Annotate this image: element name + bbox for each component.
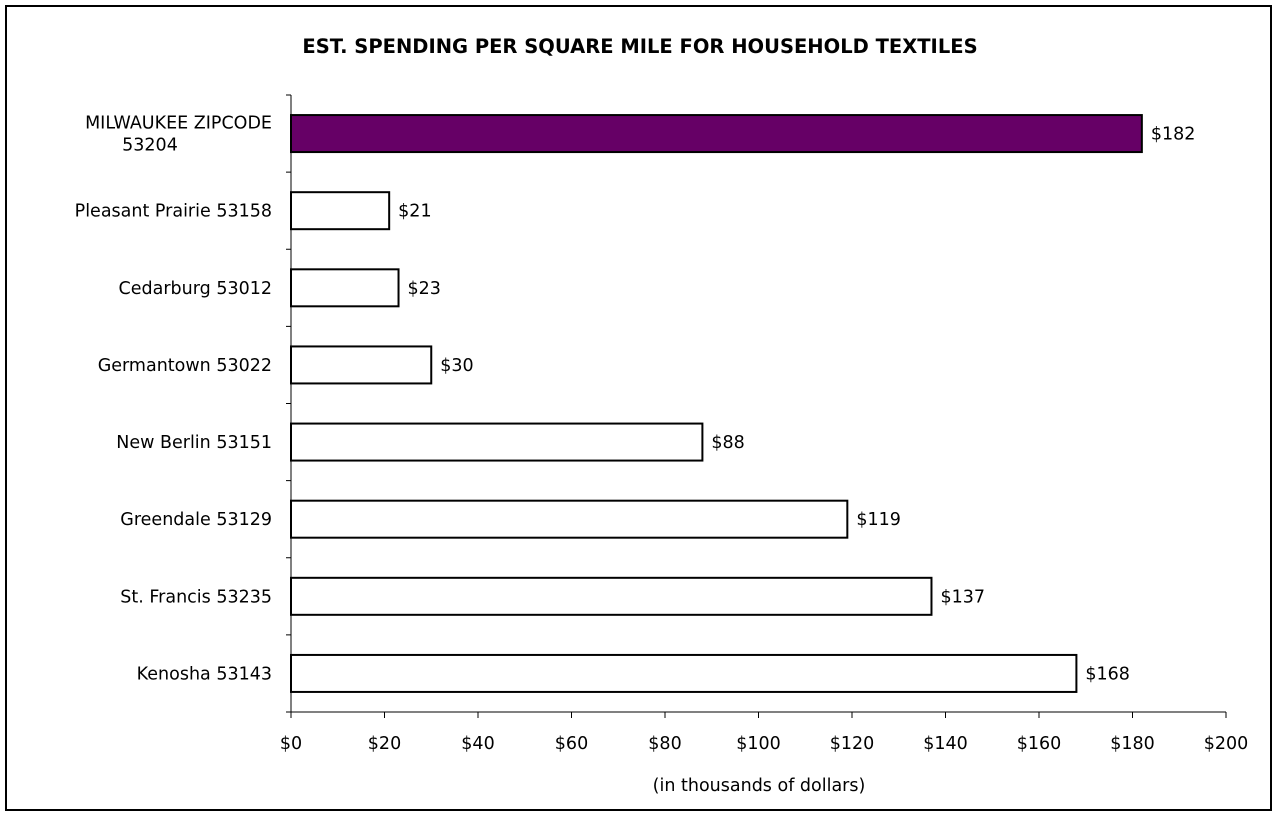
x-tick-label: $20 xyxy=(368,734,401,754)
bar xyxy=(290,268,400,308)
category-label: Greendale 53129 xyxy=(120,510,272,530)
category-label: Cedarburg 53012 xyxy=(119,279,272,299)
category-label: St. Francis 53235 xyxy=(120,587,272,607)
bar xyxy=(290,576,933,616)
x-tick-label: $180 xyxy=(1110,734,1155,754)
bars-group xyxy=(290,114,1143,693)
data-label: $23 xyxy=(408,279,441,299)
category-label: New Berlin 53151 xyxy=(116,433,272,453)
data-label: $182 xyxy=(1151,125,1196,145)
x-tick-label: $140 xyxy=(923,734,968,754)
data-label: $119 xyxy=(856,510,901,530)
category-label: MILWAUKEE ZIPCODE 53204 xyxy=(85,114,272,156)
bar xyxy=(290,114,1143,154)
x-tick-label: $100 xyxy=(736,734,781,754)
x-tick-label: $160 xyxy=(1017,734,1062,754)
x-tick-label: $80 xyxy=(648,734,681,754)
chart-title: EST. SPENDING PER SQUARE MILE FOR HOUSEH… xyxy=(302,35,977,58)
data-label: $168 xyxy=(1085,664,1130,684)
category-label: Pleasant Prairie 53158 xyxy=(75,202,272,222)
data-label: $137 xyxy=(940,587,985,607)
x-tick-label: $0 xyxy=(280,734,302,754)
bar xyxy=(290,345,433,385)
data-label: $88 xyxy=(711,433,744,453)
x-axis-title: (in thousands of dollars) xyxy=(653,776,866,796)
x-tick-labels: $0 $20 $40 $60 $80 $100 $120 $140 $160 $180 $200 xyxy=(280,734,1248,754)
y-axis xyxy=(286,94,292,713)
category-label: Germantown 53022 xyxy=(98,356,272,376)
bar xyxy=(290,499,849,539)
x-tick-label: $200 xyxy=(1204,734,1249,754)
x-tick-label: $120 xyxy=(830,734,875,754)
category-labels: MILWAUKEE ZIPCODE 53204 Pleasant Prairie 5… xyxy=(75,114,272,685)
data-label: $21 xyxy=(398,202,431,222)
bar xyxy=(290,653,1078,693)
data-label: $30 xyxy=(440,356,473,376)
x-tick-label: $40 xyxy=(461,734,494,754)
x-tick-label: $60 xyxy=(555,734,588,754)
data-labels: $182 $21 $23 $30 $88 $119 $137 $168 xyxy=(398,125,1195,685)
x-axis xyxy=(290,711,1227,718)
category-label: Kenosha 53143 xyxy=(137,664,272,684)
bar xyxy=(290,422,704,462)
bar xyxy=(290,191,391,231)
